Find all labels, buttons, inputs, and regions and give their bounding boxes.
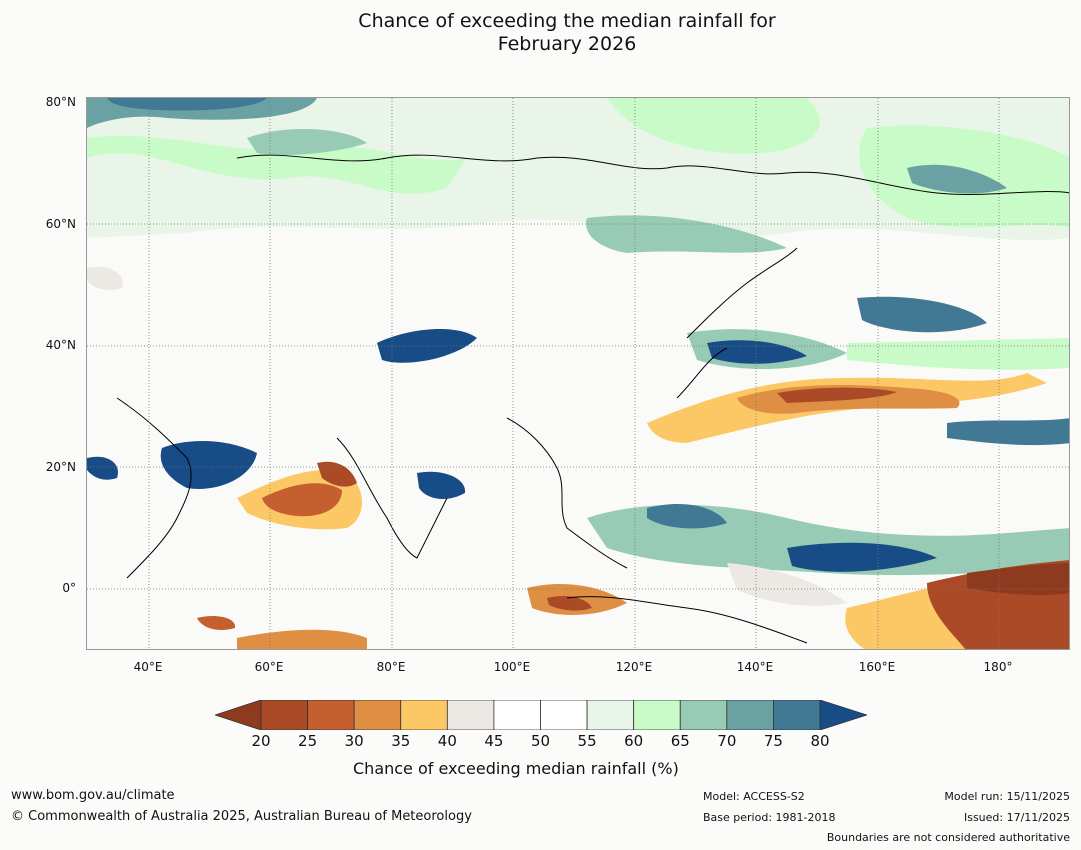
footer-model: Model: ACCESS-S2 — [703, 790, 805, 803]
footer-model-run: Model run: 15/11/2025 — [944, 790, 1070, 803]
lon-label-140e: 140°E — [736, 660, 774, 674]
subtropical-pacific-brown-core — [777, 387, 897, 403]
colorbar-cell-70-75 — [726, 700, 774, 730]
equatorial-pacific-blue-patch — [787, 542, 937, 572]
lon-label-120e: 120°E — [615, 660, 653, 674]
rainfall-probability-map — [86, 97, 1070, 650]
east-asia-coastline — [686, 247, 798, 339]
bay-of-bengal-blue-patch — [417, 471, 466, 500]
colorbar-tick-80: 80 — [810, 732, 830, 750]
lat-label-0: 0° — [62, 581, 76, 595]
colorbar-tick-35: 35 — [391, 732, 411, 750]
southeast-asia-coastline — [506, 417, 628, 569]
japan-coastline — [676, 347, 728, 399]
colorbar-cell-55-60 — [586, 700, 635, 730]
footer-issued: Issued: 17/11/2025 — [963, 811, 1070, 824]
north-green-patch — [87, 135, 467, 194]
colorbar — [215, 700, 867, 730]
arabia-africa-coastline — [116, 397, 192, 579]
colorbar-tick-55: 55 — [577, 732, 597, 750]
arctic-blue-patch — [107, 98, 267, 111]
lat-label-40n: 40°N — [45, 338, 76, 352]
colorbar-tick-40: 40 — [437, 732, 457, 750]
siberia-green-patch — [607, 98, 820, 154]
graticule — [87, 98, 1069, 649]
maritime-continent-brown-patch — [547, 596, 592, 611]
colorbar-cell-50-55 — [540, 700, 588, 730]
colorbar-cell-45-50 — [493, 700, 541, 730]
siberia-teal-patch — [586, 215, 787, 253]
indian-ocean-orange-patch — [237, 629, 367, 649]
central-asia-blue-patch — [377, 328, 477, 363]
gray-patch-coral-sea — [727, 563, 847, 606]
lat-label-80n: 80°N — [45, 95, 76, 109]
title-line-2: February 2026 — [497, 33, 637, 55]
colorbar-cell-65-70 — [679, 700, 728, 730]
footer-boundaries: Boundaries are not considered authoritat… — [826, 831, 1070, 844]
colorbar-tick-65: 65 — [670, 732, 690, 750]
colorbar-cell-60-65 — [633, 700, 681, 730]
colorbar-cell-75-80 — [773, 700, 821, 730]
arabian-sea-orange-patch — [262, 483, 342, 517]
colorbar-tick-45: 45 — [484, 732, 504, 750]
indonesia-coastline — [566, 596, 808, 644]
lat-label-20n: 20°N — [45, 460, 76, 474]
lon-label-40e: 40°E — [133, 660, 163, 674]
colorbar-title: Chance of exceeding median rainfall (%) — [353, 759, 679, 778]
colorbar-cell-40-45 — [446, 700, 495, 730]
indian-ocean-small-patch — [197, 616, 236, 630]
lon-label-60e: 60°E — [254, 660, 284, 674]
colorbar-cell-35-40 — [400, 700, 448, 730]
colorbar-high-extension — [819, 700, 867, 730]
colorbar-tick-70: 70 — [717, 732, 737, 750]
colorbar-cell-25-30 — [307, 700, 355, 730]
kamchatka-teal-patch — [907, 164, 1007, 194]
colorbar-tick-75: 75 — [763, 732, 783, 750]
lon-label-180: 180° — [983, 660, 1013, 674]
lon-label-100e: 100°E — [493, 660, 531, 674]
gray-patch-west — [87, 266, 123, 291]
barents-teal-patch — [247, 128, 367, 155]
colorbar-tick-30: 30 — [344, 732, 364, 750]
colorbar-cell-20-25 — [260, 700, 308, 730]
southeast-pacific-dark-core — [967, 563, 1069, 596]
lon-label-160e: 160°E — [858, 660, 896, 674]
footer-copyright: © Commonwealth of Australia 2025, Austra… — [11, 809, 472, 824]
lat-label-60n: 60°N — [45, 217, 76, 231]
arabia-blue-patch — [160, 441, 257, 489]
india-west-brown-patch — [317, 461, 357, 487]
colorbar-cell-30-35 — [353, 700, 402, 730]
arctic-coastline — [236, 154, 1069, 195]
central-pacific-blue-patch — [947, 418, 1069, 446]
pacific-green-band — [847, 338, 1069, 370]
footer-base-period: Base period: 1981-2018 — [703, 811, 836, 824]
title-line-1: Chance of exceeding the median rainfall … — [358, 10, 776, 32]
footer-url: www.bom.gov.au/climate — [11, 788, 175, 803]
lon-label-80e: 80°E — [376, 660, 406, 674]
north-pacific-blue-patch — [857, 296, 987, 333]
colorbar-tick-20: 20 — [251, 732, 271, 750]
philippine-sea-blue-patch — [647, 503, 727, 529]
map-title: Chance of exceeding the median rainfall … — [0, 10, 1081, 56]
colorbar-tick-50: 50 — [530, 732, 551, 750]
colorbar-low-extension — [215, 700, 262, 730]
colorbar-tick-25: 25 — [298, 732, 318, 750]
red-sea-blue-patch — [87, 456, 118, 480]
colorbar-tick-60: 60 — [624, 732, 644, 750]
india-coastline — [336, 437, 448, 559]
